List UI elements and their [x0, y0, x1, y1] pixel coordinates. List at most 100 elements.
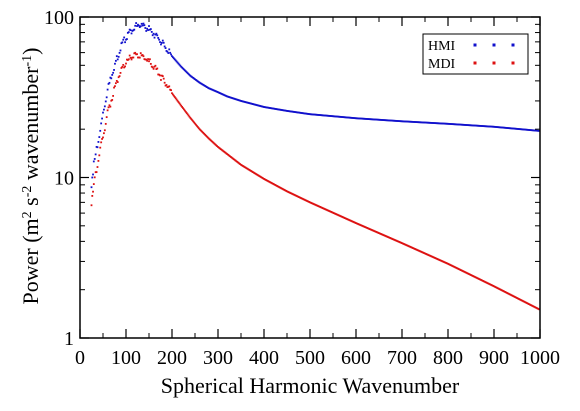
- data-point: [99, 146, 102, 149]
- data-point: [383, 234, 386, 237]
- data-point: [126, 58, 128, 61]
- data-point: [275, 108, 277, 110]
- data-point: [231, 97, 234, 100]
- data-point: [160, 74, 163, 77]
- data-point: [120, 42, 123, 45]
- data-point: [405, 244, 408, 247]
- data-point: [502, 290, 505, 292]
- y-axis-label: Power (m2 s-2 wavenumber-1): [18, 47, 43, 304]
- data-point: [138, 56, 141, 59]
- data-point: [343, 116, 345, 119]
- data-point: [119, 49, 122, 52]
- data-point: [496, 287, 499, 290]
- data-point: [151, 34, 154, 37]
- data-point: [416, 121, 419, 124]
- data-point: [405, 120, 408, 123]
- data-point: [289, 110, 292, 113]
- data-point: [282, 188, 285, 191]
- data-point: [470, 124, 472, 127]
- data-point: [471, 275, 474, 277]
- data-point: [93, 176, 96, 179]
- data-point: [326, 114, 329, 117]
- data-point: [342, 116, 345, 119]
- data-point: [139, 25, 142, 28]
- data-point: [424, 252, 426, 255]
- data-point: [304, 199, 307, 202]
- data-point: [134, 24, 137, 27]
- data-point: [525, 301, 528, 304]
- data-point: [155, 68, 158, 70]
- data-point: [517, 298, 520, 300]
- data-point: [492, 125, 494, 128]
- data-point: [402, 120, 404, 123]
- data-point: [270, 107, 273, 110]
- data-point: [194, 78, 196, 81]
- data-point: [504, 126, 506, 129]
- data-point: [147, 29, 149, 31]
- data-point: [298, 111, 300, 114]
- data-point: [136, 53, 138, 56]
- data-point: [414, 121, 417, 123]
- data-point: [325, 208, 328, 211]
- data-point: [529, 129, 532, 132]
- data-point: [250, 102, 253, 105]
- data-point: [475, 124, 478, 127]
- data-point: [307, 113, 310, 115]
- data-point: [310, 201, 312, 204]
- data-point: [128, 54, 131, 57]
- data-point: [302, 198, 305, 201]
- data-point: [411, 120, 414, 123]
- data-point: [526, 128, 529, 131]
- data-point: [527, 302, 529, 305]
- data-point: [318, 205, 321, 208]
- data-point: [158, 38, 161, 41]
- data-point: [115, 79, 118, 82]
- data-point: [428, 254, 431, 257]
- data-point: [523, 128, 526, 131]
- data-point: [497, 126, 500, 129]
- data-point: [192, 76, 195, 79]
- data-point: [112, 71, 115, 74]
- data-point: [177, 101, 180, 103]
- data-point: [165, 50, 168, 52]
- data-point: [424, 121, 426, 124]
- data-point: [152, 32, 155, 35]
- data-point: [118, 75, 121, 77]
- data-point: [140, 54, 143, 57]
- data-point: [342, 216, 345, 219]
- legend-marker-hmi: [511, 43, 515, 47]
- data-point: [310, 113, 313, 116]
- data-point: [183, 109, 186, 112]
- data-point: [413, 121, 415, 123]
- data-point: [212, 141, 215, 144]
- data-point: [240, 163, 242, 166]
- data-point: [235, 160, 238, 163]
- data-point: [458, 123, 460, 126]
- data-point: [374, 118, 377, 121]
- data-point: [437, 258, 440, 261]
- data-point: [121, 65, 124, 68]
- data-point: [511, 294, 514, 297]
- data-point: [333, 115, 335, 118]
- data-point: [400, 241, 402, 244]
- data-point: [278, 186, 281, 189]
- x-tick-label: 0: [75, 347, 85, 369]
- data-point: [127, 58, 130, 61]
- data-point: [482, 280, 485, 283]
- data-point: [364, 226, 367, 228]
- data-point: [177, 62, 180, 65]
- data-point: [360, 224, 363, 227]
- data-point: [263, 106, 265, 108]
- y-axis-label-base: Power (m: [18, 218, 43, 304]
- data-point: [381, 233, 384, 236]
- data-point: [425, 252, 427, 255]
- data-point: [363, 225, 366, 228]
- data-point: [92, 190, 94, 193]
- data-point: [466, 272, 469, 275]
- data-point: [258, 104, 261, 107]
- data-point: [196, 126, 199, 128]
- data-point: [303, 198, 306, 201]
- data-point: [287, 110, 289, 112]
- data-point: [407, 245, 410, 247]
- data-point: [518, 298, 521, 301]
